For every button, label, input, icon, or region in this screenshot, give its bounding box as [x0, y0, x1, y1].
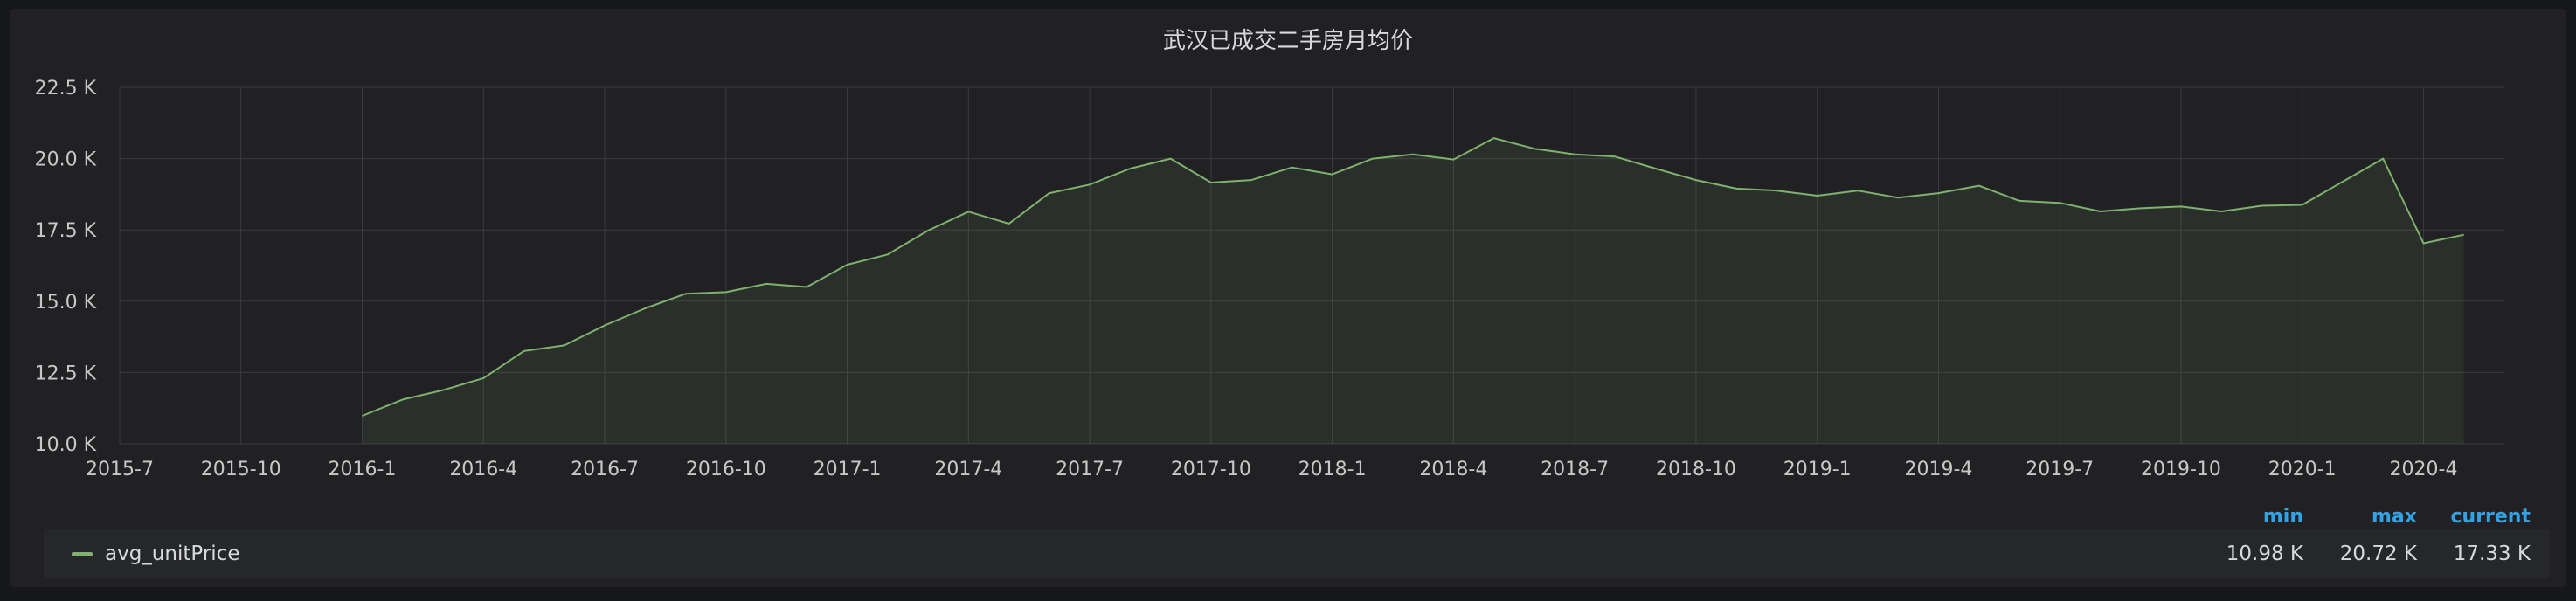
y-tick-label: 17.5 K [35, 220, 97, 242]
x-tick-label: 2016-10 [686, 459, 766, 480]
x-tick-label: 2016-7 [571, 459, 639, 480]
x-tick-label: 2017-7 [1056, 459, 1124, 480]
series-area-fill [362, 138, 2464, 444]
x-tick-label: 2018-10 [1656, 459, 1736, 480]
x-tick-label: 2019-4 [1904, 459, 1972, 480]
y-tick-label: 12.5 K [35, 363, 97, 384]
legend-series-row[interactable]: avg_unitPrice 10.98 K 20.72 K 17.33 K [44, 529, 2550, 578]
legend-header-min[interactable]: min [2262, 506, 2303, 528]
legend-color-swatch[interactable] [72, 552, 93, 556]
x-tick-label: 2017-4 [934, 459, 1002, 480]
legend-min-value: 10.98 K [2226, 542, 2303, 565]
x-tick-label: 2019-10 [2141, 459, 2221, 480]
x-tick-label: 2015-7 [86, 459, 154, 480]
y-tick-label: 15.0 K [35, 292, 97, 314]
x-tick-label: 2020-1 [2268, 459, 2337, 480]
series-line [362, 137, 2464, 417]
legend-current-value: 17.33 K [2453, 542, 2531, 565]
x-tick-label: 2018-7 [1541, 459, 1609, 480]
x-tick-label: 2019-7 [2025, 459, 2094, 480]
x-tick-label: 2017-1 [814, 459, 882, 480]
chart-area: 10.0 K 12.5 K 15.0 K 17.5 K 20.0 K 22.5 K 2015… [35, 78, 2504, 480]
y-tick-label: 10.0 K [35, 434, 97, 456]
x-tick-label: 2017-10 [1171, 459, 1251, 480]
chart-panel: 武汉已成交二手房月均价 min max current avg_unitPric… [10, 9, 2566, 587]
x-tick-label: 2016-1 [329, 459, 397, 480]
x-tick-label: 2018-1 [1298, 459, 1367, 480]
legend-header-current[interactable]: current [2450, 506, 2531, 528]
x-tick-label: 2020-4 [2390, 459, 2458, 480]
panel-title[interactable]: 武汉已成交二手房月均价 [1162, 28, 1413, 54]
x-tick-label: 2015-10 [201, 459, 281, 480]
x-tick-label: 2019-1 [1783, 459, 1852, 480]
legend-max-value: 20.72 K [2339, 542, 2417, 565]
y-tick-label: 20.0 K [35, 149, 97, 171]
y-tick-label: 22.5 K [35, 78, 97, 100]
legend-header-max[interactable]: max [2372, 506, 2417, 528]
legend-series-name[interactable]: avg_unitPrice [105, 542, 240, 565]
x-tick-label: 2016-4 [449, 459, 517, 480]
x-tick-label: 2018-4 [1419, 459, 1487, 480]
